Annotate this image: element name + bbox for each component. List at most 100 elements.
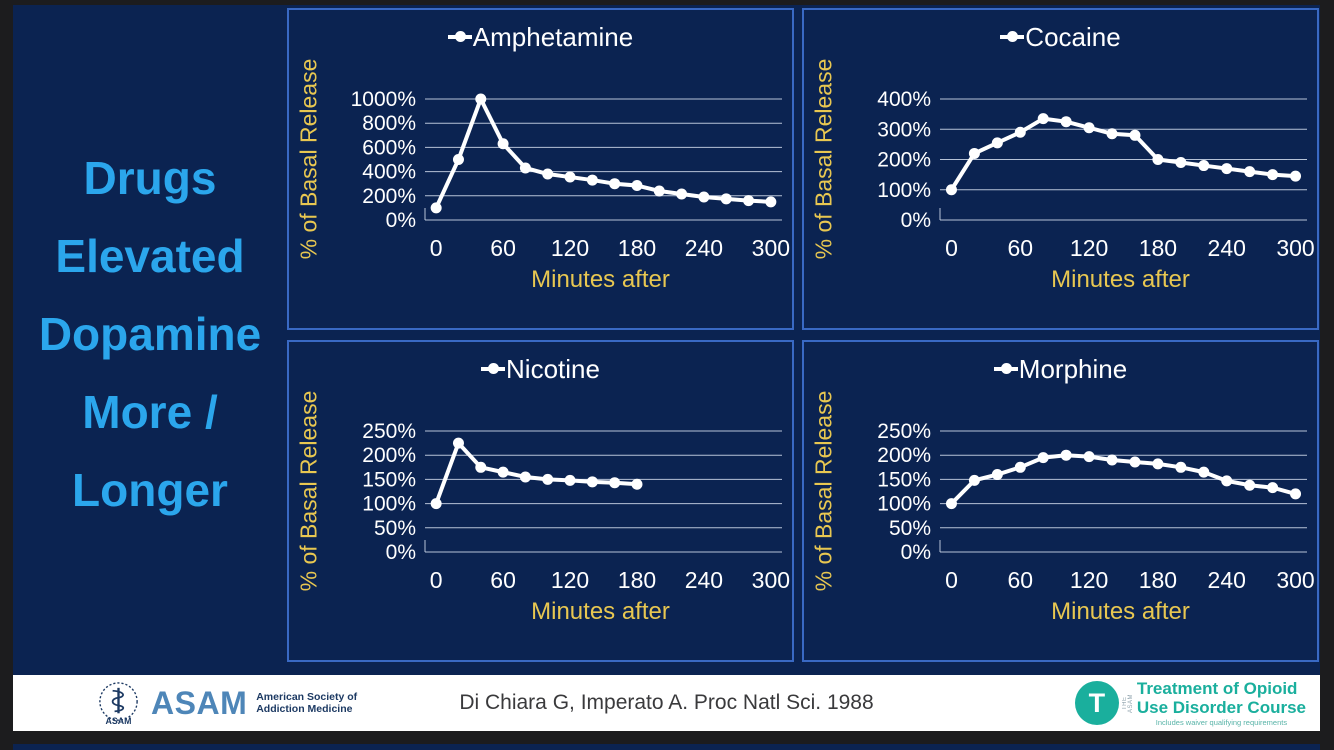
svg-text:200%: 200% (362, 444, 416, 467)
x-axis-label: Minutes after (1051, 598, 1190, 625)
title-line: Elevated (55, 230, 245, 282)
svg-text:0: 0 (945, 567, 958, 593)
svg-text:0%: 0% (386, 541, 416, 564)
svg-text:0: 0 (430, 235, 443, 261)
svg-text:0%: 0% (901, 209, 931, 232)
legend-line-marker-icon (993, 363, 1018, 375)
line-chart-cocaine: 400% 300% 200% 100% 0% 0 60 120 180 240 300 (844, 54, 1317, 264)
chart-legend-label: Morphine (1018, 353, 1128, 384)
chart-legend: Nicotine (289, 352, 792, 386)
svg-text:300: 300 (1276, 235, 1314, 261)
y-axis-label: % of Basal Release (295, 58, 322, 260)
svg-text:120: 120 (1070, 235, 1108, 261)
asam-logo: ASAM ASAM American Society of Addiction … (95, 679, 357, 727)
svg-text:300%: 300% (877, 118, 931, 141)
chart-panel-cocaine: Cocaine % of Basal Release 400% 300% 200% 1… (802, 8, 1319, 330)
svg-text:200%: 200% (877, 444, 931, 467)
svg-text:0: 0 (430, 567, 443, 593)
svg-text:250%: 250% (877, 420, 931, 443)
chart-legend: Morphine (804, 352, 1317, 386)
svg-text:600%: 600% (362, 136, 416, 159)
x-axis-label: Minutes after (1051, 266, 1190, 293)
title-line: Dopamine (38, 308, 262, 360)
svg-text:800%: 800% (362, 112, 416, 135)
y-axis-label: % of Basal Release (295, 390, 322, 592)
course-title-line1: Treatment of Opioid (1136, 679, 1298, 698)
slide-background (13, 5, 1320, 731)
x-axis-label: Minutes after (531, 266, 670, 293)
chart-panel-nicotine: Nicotine % of Basal Release 250% 200% 150%… (287, 340, 794, 662)
svg-text:ASAM: ASAM (106, 716, 132, 726)
legend-line-marker-icon (447, 31, 472, 43)
svg-text:120: 120 (1070, 567, 1108, 593)
course-vertical-text: THE ASAM (1121, 693, 1134, 713)
course-logo: T THE ASAM Treatment of Opioid Use Disor… (1074, 679, 1306, 727)
line-chart-nicotine: 250% 200% 150% 100% 50% 0% 0 60 120 180 240 300 (329, 386, 792, 596)
svg-text:50%: 50% (374, 517, 416, 540)
line-chart-morphine: 250% 200% 150% 100% 50% 0% 0 60 120 180 240 300 (844, 386, 1317, 596)
chart-legend: Amphetamine (289, 20, 792, 54)
asam-org-line2: Addiction Medicine (256, 703, 353, 715)
svg-text:100%: 100% (362, 493, 416, 516)
chart-svg: 1000%800%600%400%200%0% 0 60 120 180 240 300 (351, 88, 790, 261)
svg-text:60: 60 (490, 235, 516, 261)
chart-panel-amphetamine: Amphetamine % of Basal Release 1000% 800%… (287, 8, 794, 330)
chart-legend-label: Cocaine (1025, 21, 1121, 52)
asam-org-line1: American Society of (256, 691, 358, 703)
svg-text:180: 180 (1139, 235, 1177, 261)
svg-text:50%: 50% (889, 517, 931, 540)
svg-text:60: 60 (490, 567, 516, 593)
svg-text:240: 240 (1208, 235, 1246, 261)
svg-text:1000%: 1000% (351, 88, 416, 111)
y-axis-label: % of Basal Release (810, 390, 837, 592)
asam-acronym: ASAM (151, 684, 248, 721)
y-axis-label: % of Basal Release (810, 58, 837, 260)
svg-text:240: 240 (1208, 567, 1246, 593)
svg-text:120: 120 (551, 235, 589, 261)
svg-text:120: 120 (551, 567, 589, 593)
svg-text:300: 300 (752, 235, 790, 261)
svg-text:60: 60 (1007, 567, 1033, 593)
footer-bar: ASAM ASAM American Society of Addiction … (13, 675, 1320, 731)
chart-legend: Cocaine (804, 20, 1317, 54)
svg-text:100%: 100% (877, 493, 931, 516)
svg-text:100%: 100% (877, 179, 931, 202)
asam-seal-icon: ASAM (99, 681, 138, 726)
chart-svg: 250%200%150%100%50%0% 0 60 120 180 240 300 (877, 420, 1314, 593)
svg-text:250%: 250% (362, 420, 416, 443)
svg-text:400%: 400% (877, 88, 931, 111)
svg-text:200%: 200% (877, 149, 931, 172)
chart-svg: 400% 300% 200% 100% 0% 0 60 120 180 240 300 (877, 88, 1314, 261)
svg-text:200%: 200% (362, 185, 416, 208)
svg-text:240: 240 (685, 567, 723, 593)
x-axis-label: Minutes after (531, 598, 670, 625)
slide-title: Drugs Elevated Dopamine More / Longer (13, 139, 287, 529)
svg-text:0: 0 (945, 235, 958, 261)
svg-text:150%: 150% (362, 468, 416, 491)
legend-line-marker-icon (481, 363, 506, 375)
svg-text:400%: 400% (362, 161, 416, 184)
svg-text:150%: 150% (877, 468, 931, 491)
svg-text:60: 60 (1007, 235, 1033, 261)
svg-text:180: 180 (618, 567, 656, 593)
svg-text:0%: 0% (901, 541, 931, 564)
svg-text:0%: 0% (386, 209, 416, 232)
legend-line-marker-icon (1000, 31, 1025, 43)
svg-text:300: 300 (1276, 567, 1314, 593)
line-chart-amphetamine: 1000% 800% 600% 400% 200% 0% 0 60 120 180 240 300 (329, 54, 792, 264)
course-tagline: Includes waiver qualifying requirements (1155, 718, 1288, 727)
title-line: Longer (72, 464, 228, 516)
title-line: More / (82, 386, 218, 438)
chart-svg: 250%200%150%100%50%0% 0 60 120 180 240 300 (362, 420, 790, 593)
course-title-line2: Use Disorder Course (1136, 698, 1306, 717)
asam-org-name: American Society of Addiction Medicine (256, 691, 357, 715)
svg-text:240: 240 (685, 235, 723, 261)
course-title: Treatment of Opioid Use Disorder Course … (1137, 679, 1306, 727)
svg-text:300: 300 (752, 567, 790, 593)
svg-text:180: 180 (618, 235, 656, 261)
chart-panel-morphine: Morphine % of Basal Release 250% 200% 150%… (802, 340, 1319, 662)
chart-legend-label: Nicotine (506, 353, 600, 384)
course-badge-icon: T (1074, 681, 1119, 725)
chart-legend-label: Amphetamine (472, 21, 634, 52)
slide-bottom-edge (13, 744, 1320, 750)
